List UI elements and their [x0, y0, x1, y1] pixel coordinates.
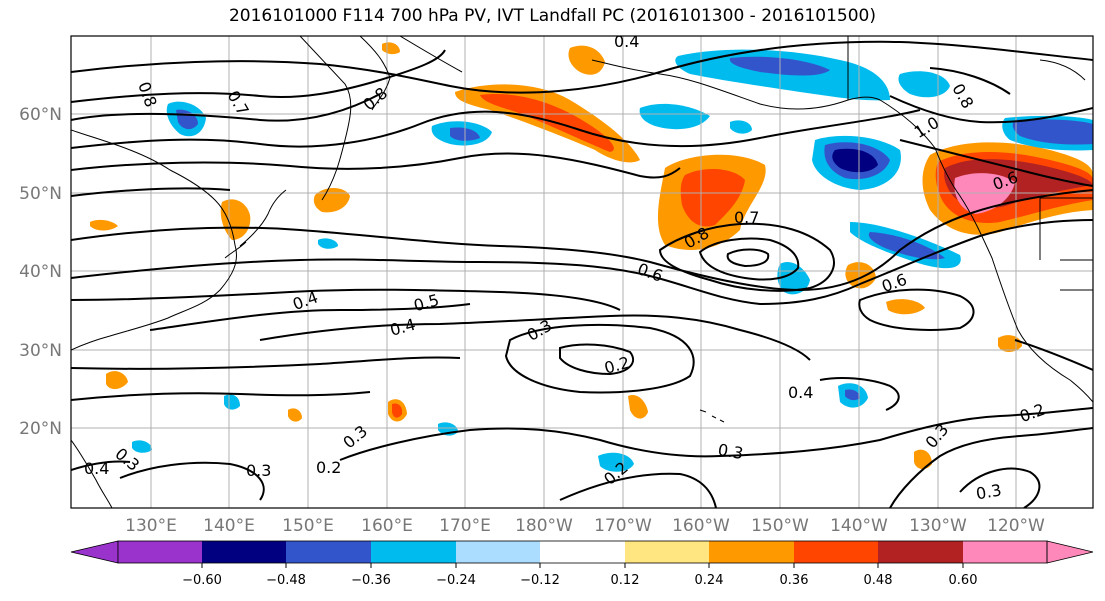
colorbar-tick-label: −0.60: [182, 573, 222, 588]
pv-negative-area: [132, 440, 152, 453]
lon-label: 180°W: [515, 516, 573, 536]
pv-positive-core: [392, 403, 403, 418]
contour-label: 0.3: [975, 480, 1003, 503]
longitude-axis: 130°E 140°E 150°E 160°E 170°E 180°W 170°…: [125, 516, 1045, 536]
lon-label: 130°W: [909, 516, 967, 536]
coastlines: [71, 36, 1093, 508]
lat-label: 30°N: [19, 341, 62, 361]
colorbar-segment: [625, 541, 709, 563]
colorbar-segment: [963, 541, 1047, 563]
pv-positive-core: [480, 94, 614, 152]
lat-label: 50°N: [19, 184, 62, 204]
lat-label: 40°N: [19, 262, 62, 282]
colorbar-segment: [286, 541, 371, 563]
shaded-pv-fields: [90, 42, 1093, 472]
contour-label: 0.4: [614, 32, 639, 51]
lon-label: 170°W: [594, 516, 652, 536]
colorbar-extend-min: [70, 540, 119, 564]
colorbar: −0.60 −0.48 −0.36 −0.24 −0.12 0.12 0.24 …: [70, 540, 1094, 588]
lat-label: 20°N: [19, 419, 62, 439]
colorbar-segment: [794, 541, 878, 563]
contour-label: 0.4: [84, 459, 109, 478]
lon-label: 140°W: [830, 516, 888, 536]
colorbar-segment: [202, 541, 286, 563]
lon-label: 170°E: [439, 516, 491, 536]
pv-positive-area: [568, 45, 605, 75]
graticule: [71, 36, 1093, 508]
colorbar-tick-label: −0.36: [351, 573, 391, 588]
latitude-axis: 60°N 50°N 40°N 30°N 20°N: [19, 105, 62, 439]
map-title: 2016101000 F114 700 hPa PV, IVT Landfall…: [228, 6, 876, 26]
pv-negative-area: [598, 452, 634, 472]
map-frame: [70, 35, 1094, 509]
colorbar-segment: [118, 541, 202, 563]
pv-negative-core: [845, 389, 860, 401]
lon-label: 160°W: [672, 516, 730, 536]
colorbar-outline: [117, 540, 1048, 564]
colorbar-segment: [878, 541, 963, 563]
colorbar-tick-label: −0.24: [436, 573, 476, 588]
colorbar-tick-label: 0.12: [611, 573, 640, 588]
pv-positive-area: [886, 299, 925, 315]
lon-label: 150°E: [282, 516, 334, 536]
pv-contours: [71, 40, 1093, 508]
pv-negative-area: [730, 120, 752, 134]
lon-label: 150°W: [751, 516, 809, 536]
colorbar-extend-max: [1046, 540, 1094, 564]
colorbar-tick-label: −0.48: [266, 573, 306, 588]
contour-label: 0.3: [246, 461, 271, 480]
lon-label: 120°W: [987, 516, 1045, 536]
lat-label: 60°N: [19, 105, 62, 125]
contour-label: 0.3: [716, 440, 744, 463]
colorbar-segment: [456, 541, 540, 563]
colorbar-tick-label: −0.12: [520, 573, 560, 588]
contour-label: 0.7: [734, 208, 759, 227]
pv-positive-area: [288, 408, 302, 422]
contour-label: 0.2: [316, 458, 341, 477]
colorbar-segment: [709, 541, 794, 563]
pv-positive-max: [954, 173, 1015, 214]
lon-label: 130°E: [125, 516, 177, 536]
pv-negative-peak: [832, 148, 878, 173]
pv-negative-core: [1012, 119, 1093, 145]
colorbar-tick-label: 0.60: [949, 573, 978, 588]
colorbar-tick-label: 0.36: [780, 573, 809, 588]
pv-positive-core: [680, 168, 745, 227]
pv-negative-area: [675, 49, 890, 101]
colorbar-ticks: [201, 563, 964, 568]
pv-negative-area: [318, 238, 338, 249]
pv-positive-area: [313, 187, 350, 213]
lon-label: 160°E: [361, 516, 413, 536]
colorbar-tick-label: 0.24: [695, 573, 724, 588]
colorbar-tick-label: 0.48: [864, 573, 893, 588]
pv-positive-area: [220, 199, 251, 240]
lon-label: 140°E: [203, 516, 255, 536]
pv-positive-area: [106, 371, 128, 390]
pv-negative-area: [777, 261, 810, 295]
pv-positive-area: [90, 219, 118, 231]
pv-negative-area: [224, 394, 240, 410]
colorbar-segment: [540, 541, 625, 563]
pv-negative-area: [898, 71, 950, 98]
colorbar-segment: [371, 541, 456, 563]
pv-negative-area: [639, 103, 710, 130]
pv-positive-area: [628, 394, 648, 419]
contour-label: 0.4: [788, 383, 813, 402]
